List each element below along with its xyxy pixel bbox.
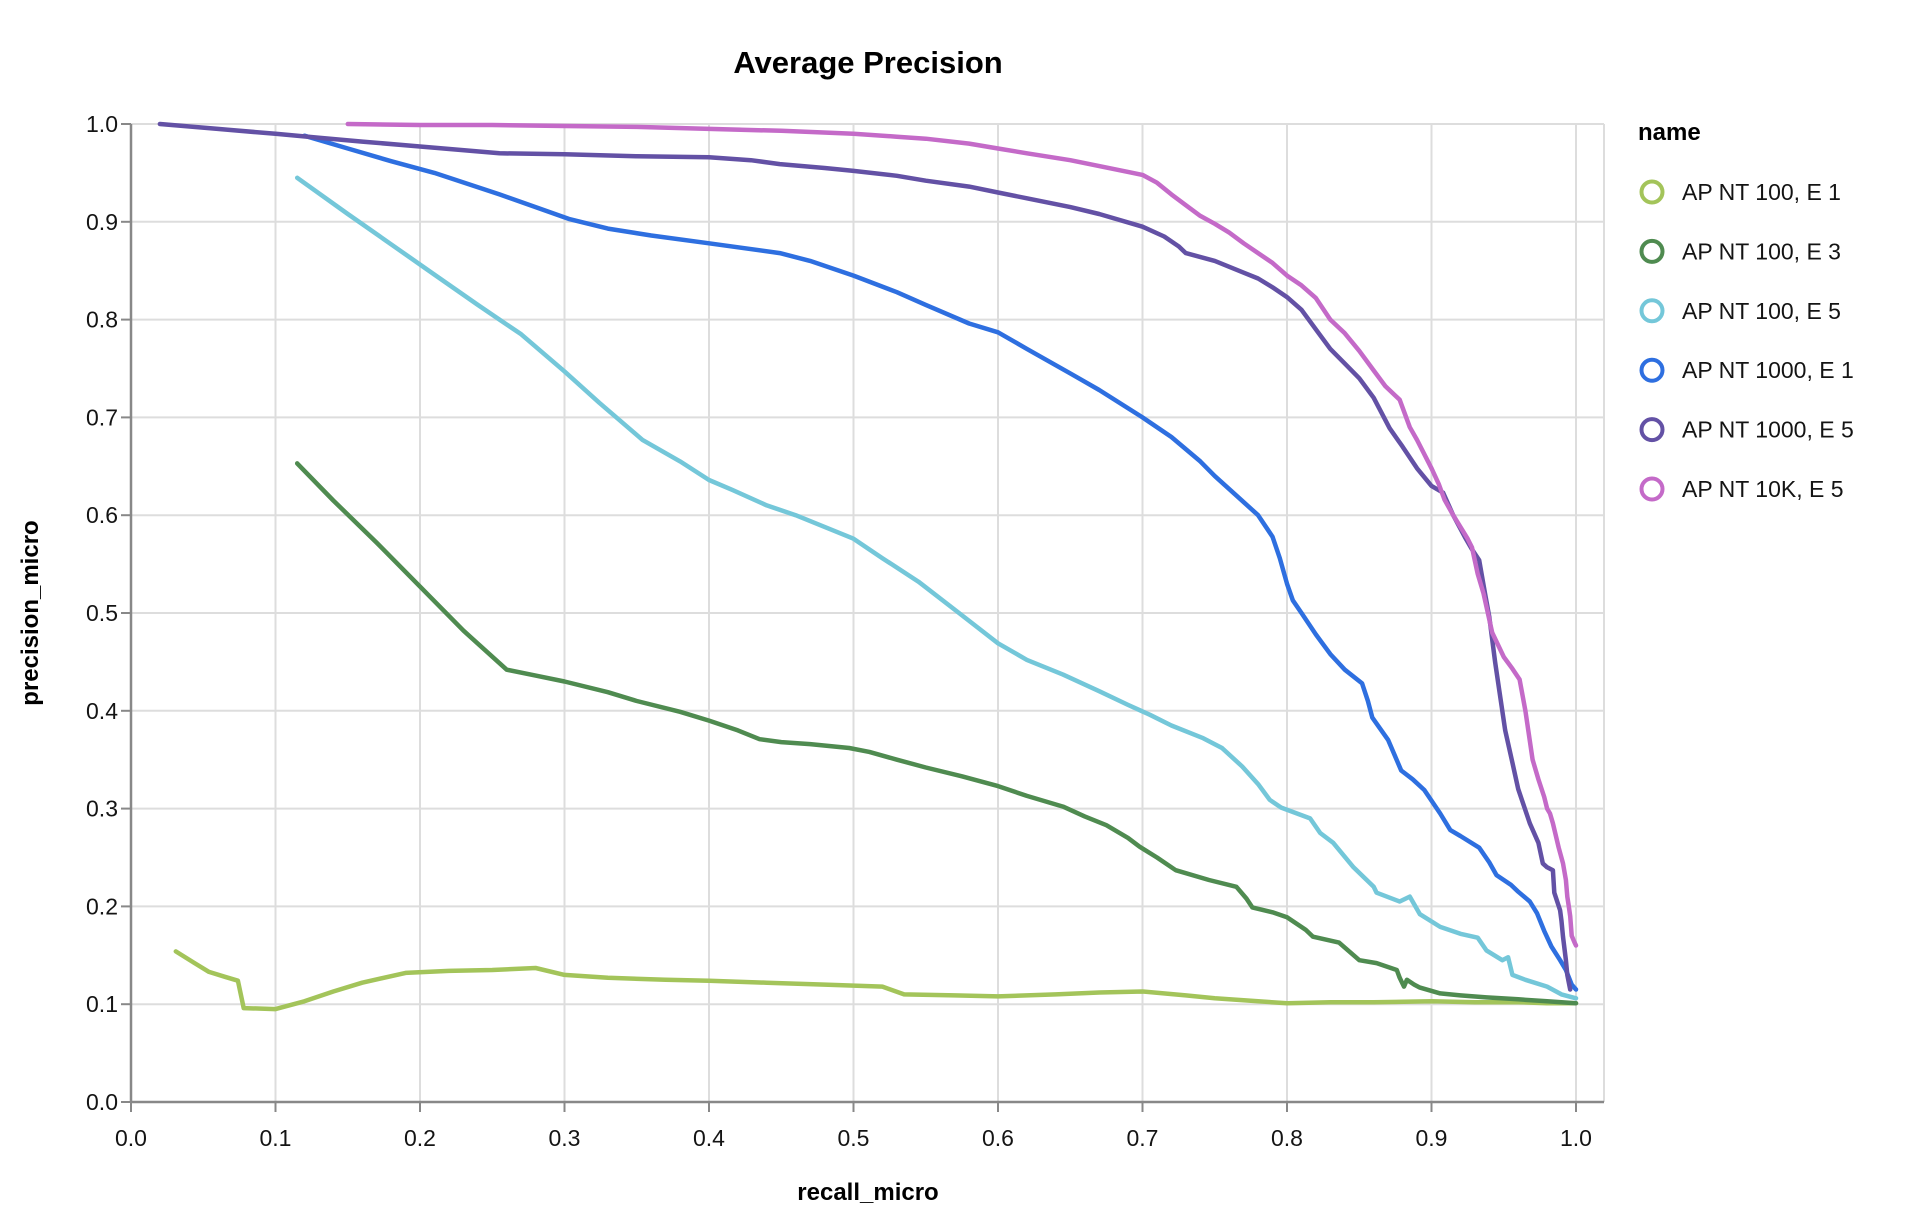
y-tick-label: 0.4: [86, 698, 118, 724]
legend-swatch-circle: [1639, 476, 1665, 502]
y-tick-label: 0.7: [86, 404, 118, 430]
legend-item: AP NT 1000, E 5: [1639, 417, 1854, 443]
x-tick-label: 1.0: [1560, 1125, 1592, 1151]
legend-item-label: AP NT 100, E 5: [1682, 298, 1841, 324]
legend-swatch-circle: [1639, 298, 1665, 324]
chart-title: Average Precision: [733, 45, 1002, 80]
y-tick-label: 0.6: [86, 502, 118, 528]
legend-item-label: AP NT 1000, E 1: [1682, 357, 1854, 383]
y-tick-label: 0.8: [86, 307, 118, 333]
axes: 0.0 0.1 0.2 0.3 0.4 0.5 0.6 0.7 0.8 0.9 1.0 0.0 0.1 0…: [86, 111, 1604, 1151]
y-tick-label: 0.9: [86, 209, 118, 235]
x-tick-label: 0.0: [115, 1125, 147, 1151]
x-tick-label: 0.6: [982, 1125, 1014, 1151]
series-line-ap-nt-10k-e-5: [345, 121, 1579, 948]
legend-item: AP NT 100, E 5: [1639, 298, 1841, 324]
legend-swatch-circle: [1639, 179, 1665, 205]
x-tick-label: 0.1: [260, 1125, 292, 1151]
legend-item: AP NT 10K, E 5: [1639, 476, 1844, 502]
x-tick-label: 0.3: [549, 1125, 581, 1151]
series-line-ap-nt-1000-e-1: [302, 133, 1579, 992]
y-tick-label: 0.0: [86, 1089, 118, 1115]
x-tick-label: 0.9: [1416, 1125, 1448, 1151]
legend-item: AP NT 100, E 1: [1639, 179, 1841, 205]
legend-swatch-circle: [1639, 417, 1665, 443]
legend-item: AP NT 100, E 3: [1639, 238, 1841, 264]
y-axis-title: precision_micro: [17, 520, 44, 705]
x-tick-label: 0.7: [1127, 1125, 1159, 1151]
y-tick-label: 0.3: [86, 796, 118, 822]
x-tick-label: 0.4: [693, 1125, 725, 1151]
legend-item: AP NT 1000, E 1: [1639, 357, 1854, 383]
legend-item-label: AP NT 10K, E 5: [1682, 476, 1844, 502]
x-tick-label: 0.2: [404, 1125, 436, 1151]
x-axis-title: recall_micro: [797, 1179, 938, 1206]
y-tick-label: 0.5: [86, 600, 118, 626]
y-tick-label: 0.1: [86, 991, 118, 1017]
legend: name AP NT 100, E 1 AP NT 100, E 3 AP NT 10…: [1638, 119, 1854, 502]
series-line-ap-nt-100-e-3: [294, 461, 1579, 1006]
legend-item-label: AP NT 1000, E 5: [1682, 417, 1854, 443]
x-tick-label: 0.5: [838, 1125, 870, 1151]
series-line-ap-nt-100-e-5: [294, 175, 1579, 1001]
series-line-ap-nt-100-e-1: [173, 949, 1579, 1012]
legend-swatch-circle: [1639, 357, 1665, 383]
y-tick-label: 0.2: [86, 893, 118, 919]
legend-title: name: [1638, 119, 1701, 146]
x-tick-label: 0.8: [1271, 1125, 1303, 1151]
legend-swatch-circle: [1639, 238, 1665, 264]
data-series: [157, 121, 1579, 1012]
series-line-ap-nt-1000-e-5: [157, 121, 1573, 992]
y-tick-label: 1.0: [86, 111, 118, 137]
legend-item-label: AP NT 100, E 3: [1682, 238, 1841, 264]
legend-item-label: AP NT 100, E 1: [1682, 179, 1841, 205]
gridlines: [130, 123, 1605, 1103]
